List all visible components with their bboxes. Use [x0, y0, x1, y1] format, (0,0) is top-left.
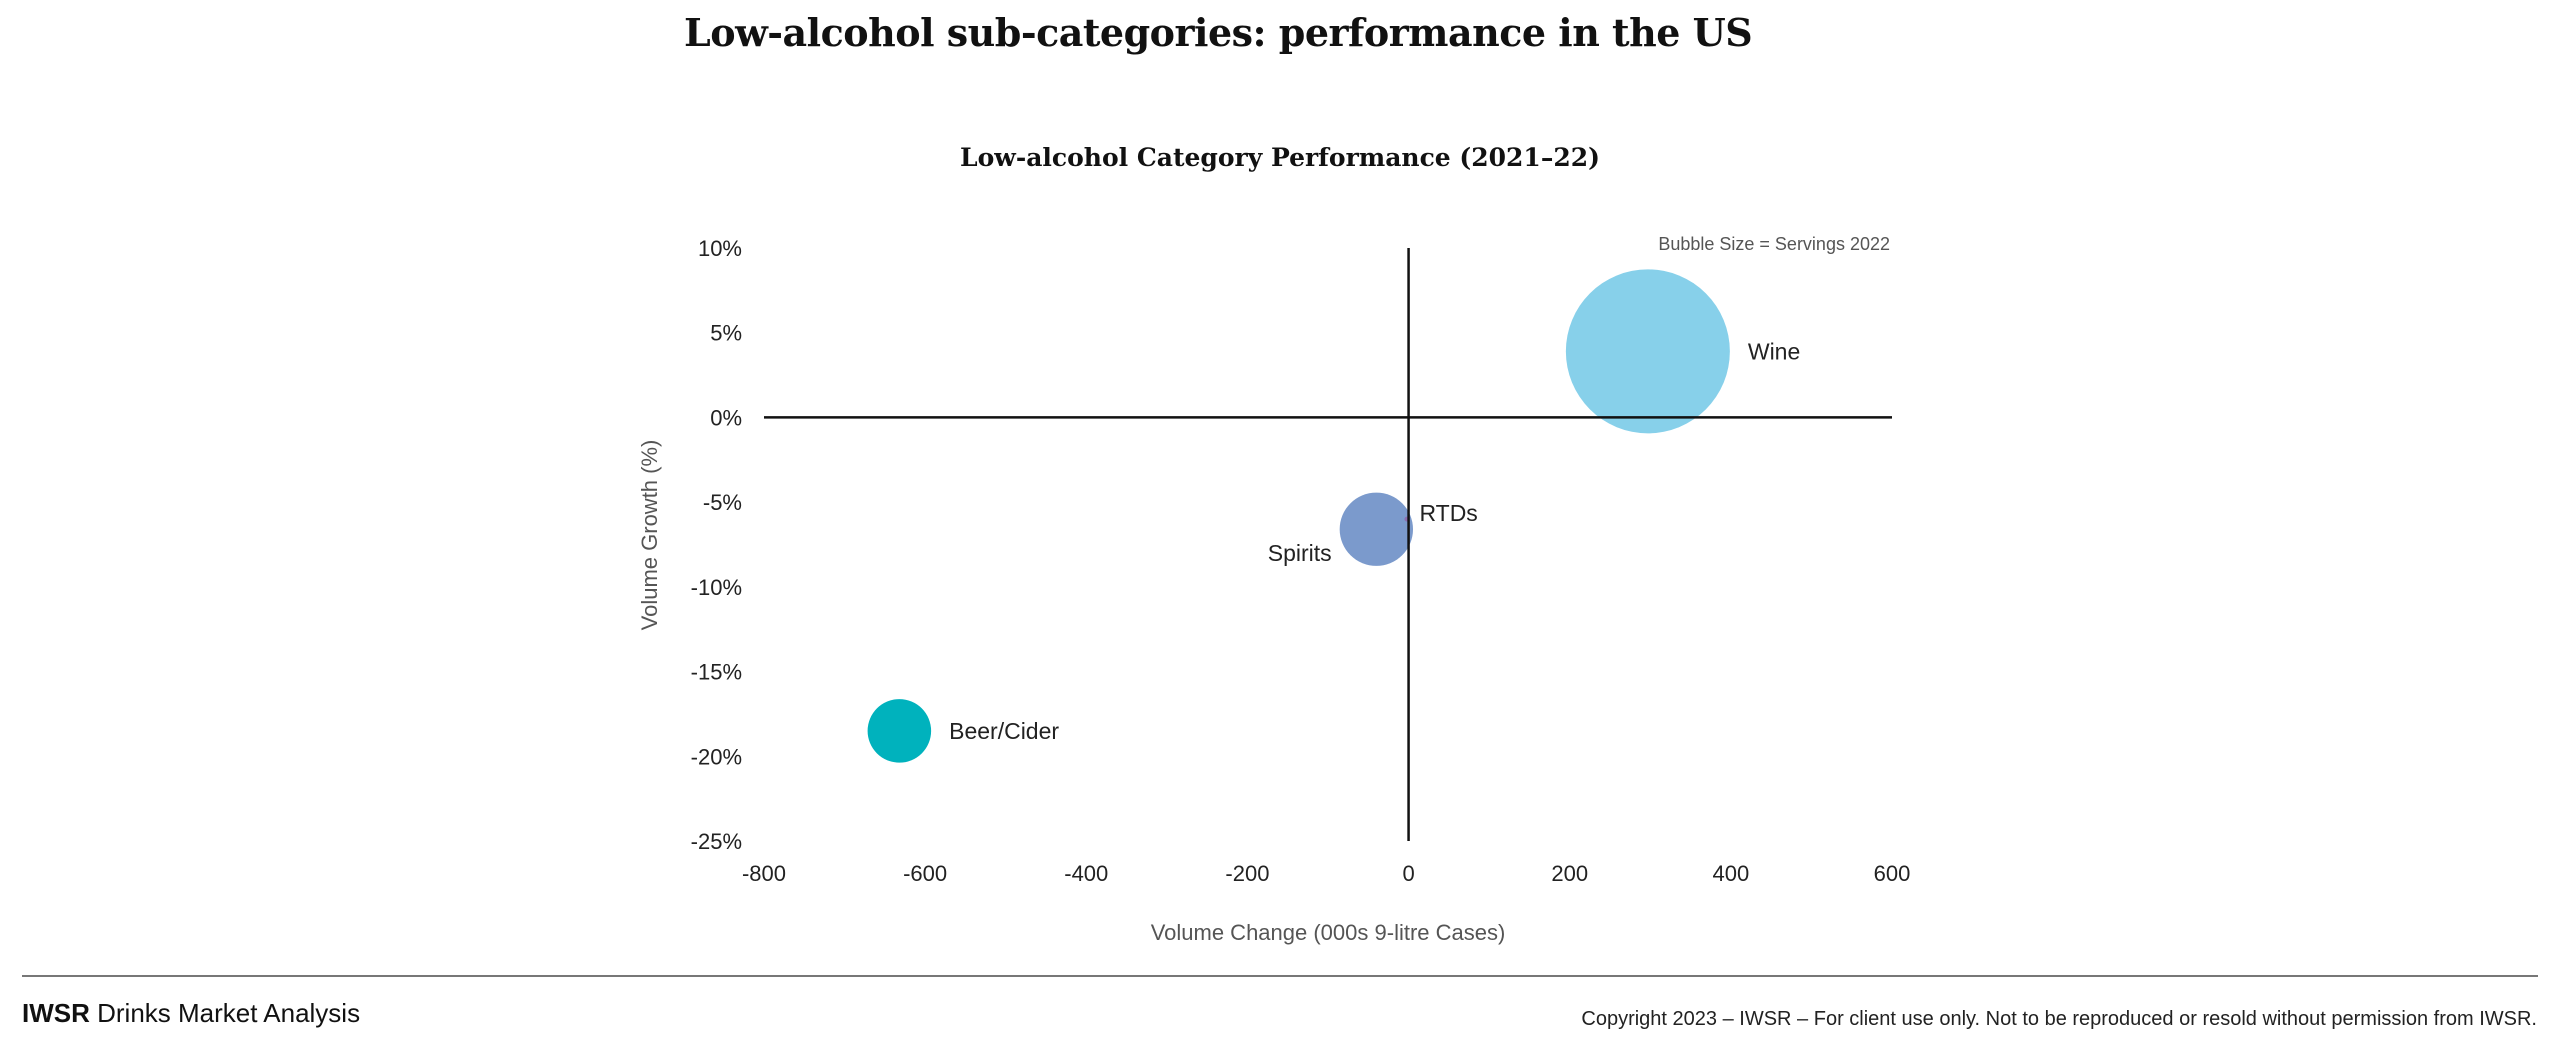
x-tick-label: 600: [1874, 861, 1911, 886]
bubbles: [867, 269, 1730, 763]
x-tick-label: -200: [1225, 861, 1269, 886]
x-tick-label: 400: [1712, 861, 1749, 886]
y-tick-label: 10%: [698, 236, 742, 261]
y-axis-ticks: 10% 5% 0% -5% -10% -15% -20% -25%: [691, 236, 742, 854]
bubble-beer-cider: [867, 699, 932, 763]
bubble-spirits: [1339, 492, 1414, 566]
x-tick-label: -600: [903, 861, 947, 886]
x-tick-label: 0: [1402, 861, 1414, 886]
bubble-label-beer-cider: Beer/Cider: [949, 718, 1059, 744]
x-axis-ticks: -800 -600 -400 -200 0 200 400 600: [742, 861, 1910, 886]
y-tick-label: -15%: [691, 660, 742, 685]
y-axis-label: Volume Growth (%): [637, 440, 662, 631]
x-tick-label: 200: [1551, 861, 1588, 886]
y-tick-label: -20%: [691, 744, 742, 769]
y-tick-label: -25%: [691, 829, 742, 854]
y-tick-label: -10%: [691, 575, 742, 600]
x-tick-label: -800: [742, 861, 786, 886]
chart-title: Low-alcohol Category Performance (2021–2…: [960, 143, 1600, 172]
bubble-label-rtds: RTDs: [1419, 500, 1477, 526]
brand-tagline: Drinks Market Analysis: [97, 998, 361, 1028]
footer-divider: [22, 975, 2538, 977]
bubble-label-spirits: Spirits: [1268, 540, 1332, 566]
copyright-notice: Copyright 2023 – IWSR – For client use o…: [1581, 1008, 2537, 1030]
brand-name: IWSR: [22, 998, 90, 1028]
y-tick-label: 5%: [710, 321, 742, 346]
bubble-size-note: Bubble Size = Servings 2022: [1658, 234, 1890, 254]
bubble-label-wine: Wine: [1748, 338, 1800, 364]
bubble-chart: Low-alcohol Category Performance (2021–2…: [637, 143, 1910, 945]
x-tick-label: -400: [1064, 861, 1108, 886]
x-axis-label: Volume Change (000s 9-litre Cases): [1151, 920, 1506, 945]
page-title: Low-alcohol sub-categories: performance …: [684, 10, 1753, 55]
y-tick-label: 0%: [710, 405, 742, 430]
footer-brand: IWSR Drinks Market Analysis: [22, 998, 360, 1029]
y-tick-label: -5%: [703, 490, 742, 515]
bubble-wine: [1565, 269, 1730, 434]
bubble-labels: Wine Spirits RTDs Beer/Cider: [949, 338, 1800, 744]
